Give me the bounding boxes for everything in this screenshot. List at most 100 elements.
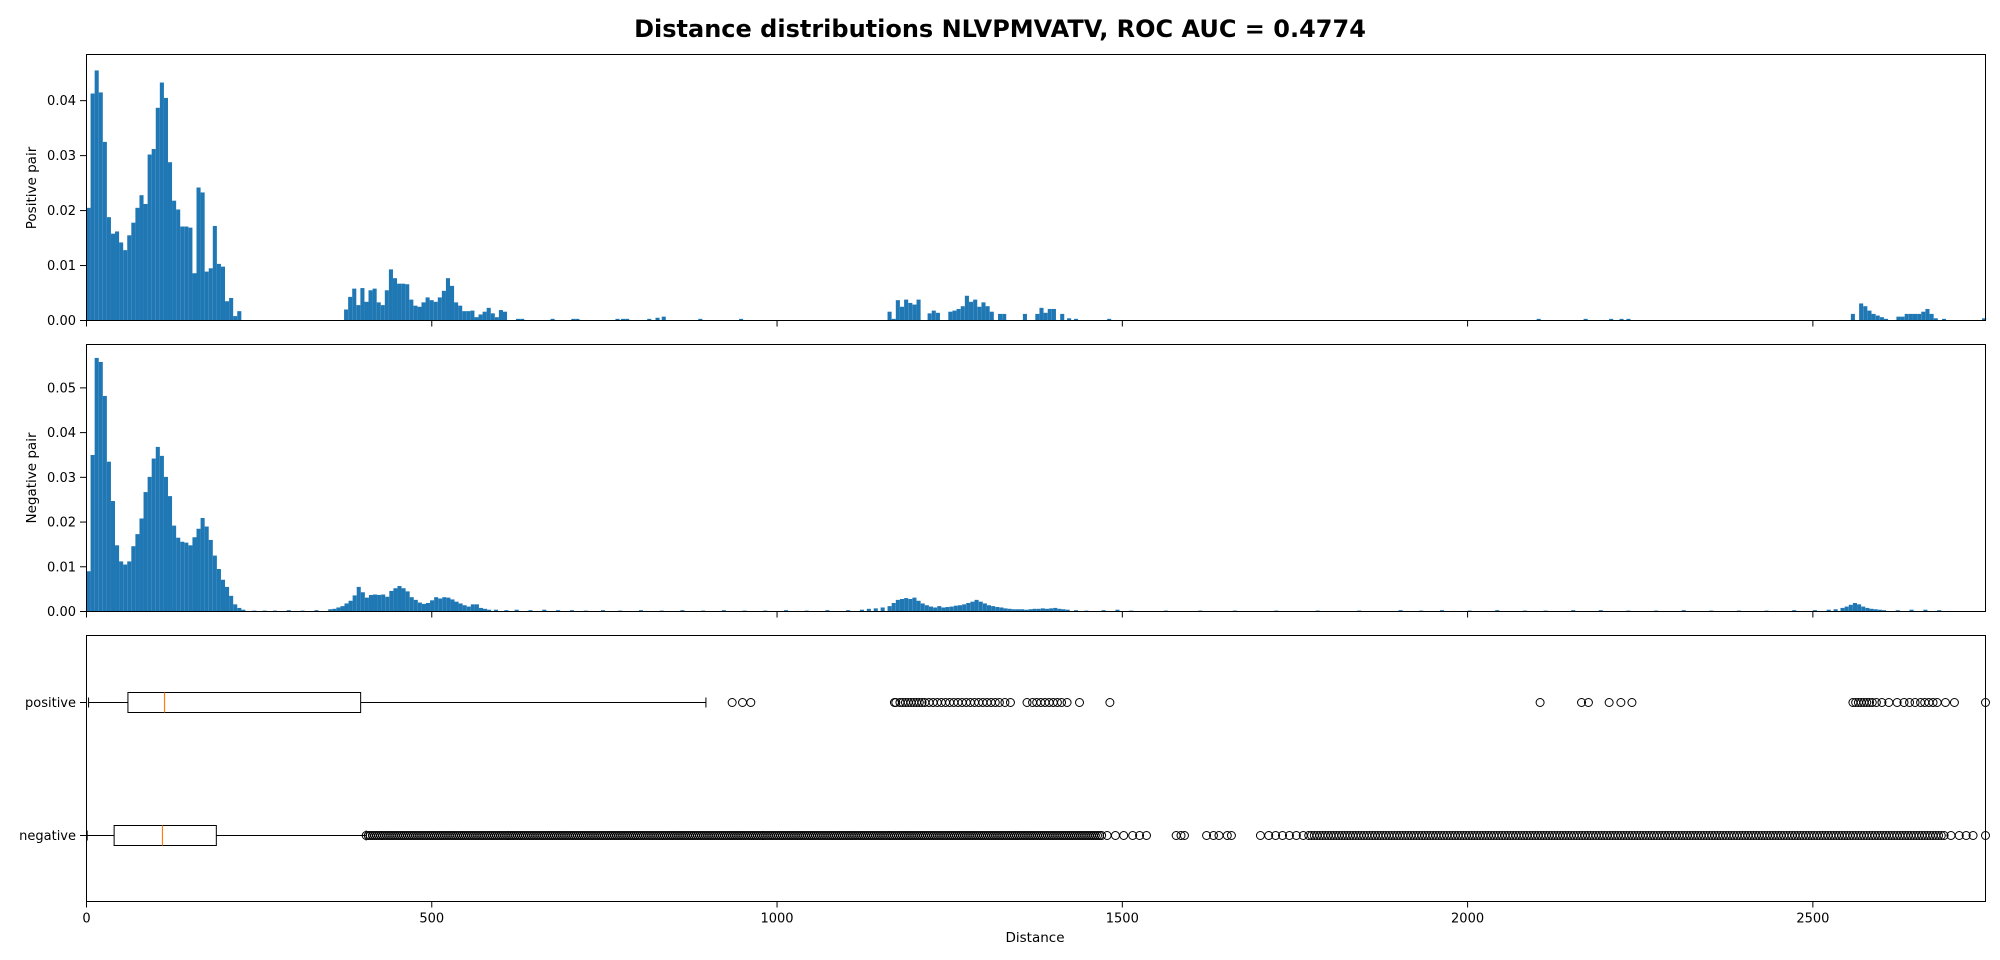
xtick-label: 2500: [1796, 912, 1829, 927]
negative-plot-frame: [86, 344, 1986, 612]
histogram-bar: [982, 603, 987, 612]
ytick-positive-label: positive: [25, 696, 76, 711]
histogram-bar: [417, 306, 422, 321]
histogram-bar: [490, 313, 495, 321]
outlier-point: [1928, 698, 1938, 707]
histogram-bar: [866, 608, 871, 612]
outlier-point: [1095, 831, 1105, 840]
histogram-bar: [155, 107, 160, 321]
histogram-bar: [904, 299, 909, 321]
xtick-label: 1000: [760, 912, 793, 927]
histogram-bar: [999, 607, 1004, 612]
outlier-point: [1271, 831, 1281, 840]
histogram-bar: [962, 604, 967, 612]
outlier-point: [1141, 831, 1151, 840]
histogram-bar: [397, 283, 402, 321]
outlier-point: [994, 698, 1004, 707]
histogram-bar: [1036, 608, 1041, 612]
histogram-bar: [340, 606, 345, 612]
histogram-bar: [385, 596, 390, 612]
outlier-point: [1892, 698, 1902, 707]
histogram-bar: [957, 605, 963, 612]
histogram-bar: [1826, 609, 1831, 612]
histogram-bar: [373, 594, 378, 612]
histogram-bar: [143, 203, 148, 321]
histogram-bar: [478, 607, 484, 612]
histogram-bar: [430, 600, 435, 612]
histogram-bar: [216, 263, 221, 321]
histogram-bar: [904, 598, 909, 612]
histogram-bar: [151, 149, 156, 321]
histogram-bar: [417, 602, 422, 612]
outlier-point: [1862, 698, 1872, 707]
histogram-bar: [348, 296, 353, 321]
histogram-bar: [442, 597, 447, 612]
histogram-bar: [1900, 316, 1905, 321]
histogram-bar: [1982, 318, 1987, 321]
histogram-bar: [887, 311, 892, 321]
histogram-bar: [1895, 610, 1900, 612]
histogram-bar: [184, 226, 189, 321]
histogram-bar: [969, 301, 974, 321]
histogram-bar: [389, 590, 394, 612]
histogram-bar: [204, 271, 209, 321]
xtick-label: 1500: [1106, 912, 1139, 927]
histogram-bar: [615, 318, 620, 321]
histogram-bar: [1861, 606, 1866, 612]
histogram-bar: [1840, 607, 1845, 612]
histogram-bar: [102, 141, 107, 321]
histogram-bar: [1057, 608, 1062, 612]
histogram-bar: [1398, 610, 1403, 612]
histogram-bar: [429, 300, 434, 321]
histogram-bar: [1881, 610, 1886, 612]
histogram-bar: [927, 313, 932, 321]
negative-histogram-bars: [86, 357, 1942, 612]
histogram-bar: [1022, 313, 1027, 321]
histogram-bar: [953, 605, 958, 612]
histogram-bar: [409, 299, 414, 321]
histogram-bar: [188, 545, 193, 612]
histogram-bar: [1024, 609, 1029, 612]
histogram-bar: [948, 311, 953, 321]
histogram-bar: [212, 225, 217, 321]
histogram-bar: [1925, 308, 1930, 321]
histogram-bar: [1101, 610, 1106, 612]
histogram-bar: [964, 295, 969, 321]
negative-x-axis: [86, 611, 1814, 618]
histogram-bar: [493, 609, 498, 612]
histogram-bar: [123, 564, 128, 612]
histogram-bar: [1583, 318, 1588, 321]
histogram-bar: [514, 609, 519, 612]
histogram-bar: [445, 278, 451, 321]
histogram-bar: [401, 283, 406, 321]
histogram-bar: [229, 595, 234, 612]
histogram-bar: [176, 537, 181, 612]
histogram-bar: [494, 317, 499, 321]
histogram-bar: [437, 297, 442, 321]
histogram-bar: [90, 93, 95, 321]
outlier-point: [1627, 698, 1637, 707]
histogram-bar: [348, 600, 353, 612]
histogram-bar: [933, 607, 938, 612]
outlier-point: [914, 698, 924, 707]
histogram-bar: [159, 82, 164, 321]
histogram-bar: [1879, 317, 1884, 321]
histogram-bar: [912, 597, 917, 612]
outlier-point: [1135, 831, 1145, 840]
histogram-bar: [985, 306, 990, 321]
histogram-bar: [895, 599, 900, 612]
outlier-point: [1057, 698, 1067, 707]
histogram-bar: [1852, 603, 1857, 612]
outlier-point: [1278, 831, 1288, 840]
histogram-bar: [1937, 610, 1942, 612]
histogram-bar: [106, 217, 111, 321]
negative-y-axis-label: Negative pair: [24, 432, 40, 523]
boxplot-frame: [86, 635, 1986, 902]
histogram-bar: [401, 588, 406, 612]
histogram-bar: [1681, 610, 1686, 612]
histogram-bar: [931, 310, 936, 321]
histogram-bar: [600, 610, 606, 612]
outlier-point: [1949, 698, 1959, 707]
